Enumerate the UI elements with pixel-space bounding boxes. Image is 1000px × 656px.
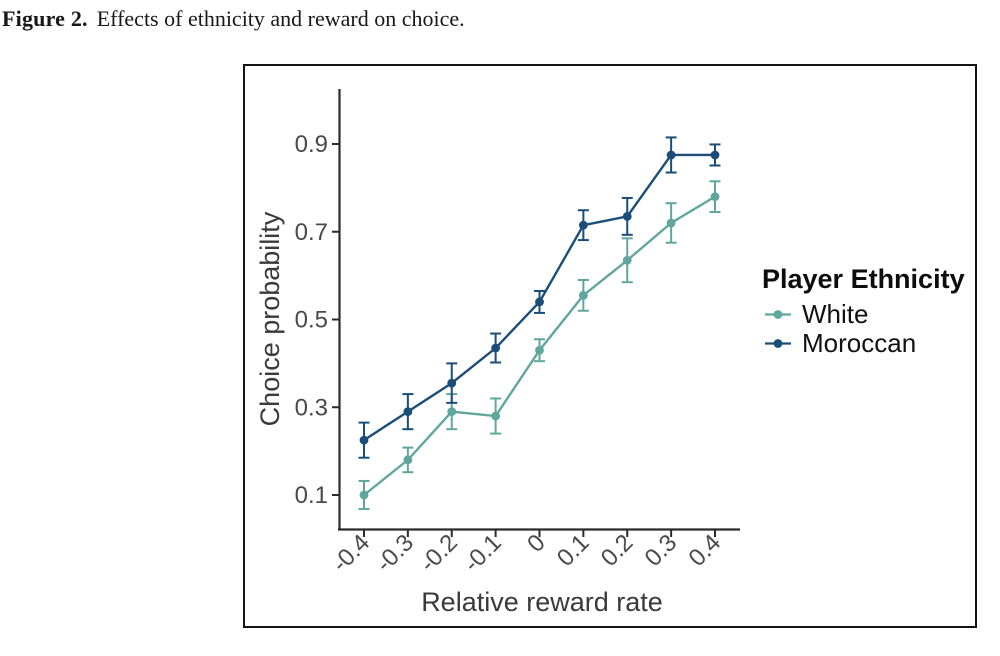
legend-markers <box>765 310 791 348</box>
legend-key-moroccan <box>773 339 783 348</box>
data-point <box>491 411 501 421</box>
data-point <box>447 407 457 417</box>
x-tick-label: -0.4 <box>327 529 375 577</box>
data-series <box>358 136 721 511</box>
figure-frame: Choice probability Relative reward rate … <box>243 64 977 628</box>
data-point <box>403 455 413 465</box>
figure-caption-text: Effects of ethnicity and reward on choic… <box>96 6 465 31</box>
legend-key-white <box>773 310 783 319</box>
data-point <box>359 490 369 500</box>
y-tick-label: 0.9 <box>295 131 328 158</box>
x-axis-title: Relative reward rate <box>421 587 663 617</box>
y-tick-label: 0.5 <box>295 307 328 334</box>
chart-panel: Choice probability Relative reward rate … <box>255 89 965 617</box>
figure-caption-label: Figure 2. <box>2 6 88 31</box>
legend-title: Player Ethnicity <box>762 264 965 294</box>
figure-caption: Figure 2. Effects of ethnicity and reward… <box>2 6 465 32</box>
data-point <box>447 378 457 388</box>
data-point <box>403 407 413 417</box>
y-tick-label: 0.1 <box>295 482 328 509</box>
x-tick-label: -0.2 <box>415 529 463 577</box>
data-point <box>578 220 588 230</box>
x-tick-label: 0 <box>522 529 551 558</box>
series-white <box>358 180 721 511</box>
x-tick-label: 0.3 <box>640 529 683 572</box>
legend-label-white: White <box>802 299 868 329</box>
y-tick-label: 0.3 <box>295 394 328 421</box>
x-tick-label: 0.1 <box>552 529 595 572</box>
y-axis-title: Choice probability <box>255 211 285 426</box>
axes: 0.10.30.50.70.9-0.4-0.3-0.2-0.1 0 0.1 0.2 0.… <box>295 89 740 577</box>
x-tick-label: -0.1 <box>459 529 507 577</box>
data-point <box>622 211 632 221</box>
data-point <box>578 290 588 300</box>
y-tick-label: 0.7 <box>295 219 328 246</box>
data-point <box>710 192 720 202</box>
legend-label-moroccan: Moroccan <box>802 328 916 358</box>
data-point <box>535 345 544 355</box>
x-tick-label: 0.4 <box>684 529 727 572</box>
data-point <box>491 343 501 353</box>
data-point <box>622 255 632 265</box>
data-point <box>666 150 676 160</box>
x-tick-label: 0.2 <box>596 529 639 572</box>
series-moroccan <box>358 136 721 459</box>
data-point <box>535 297 544 307</box>
data-point <box>710 150 720 160</box>
data-point <box>359 435 369 445</box>
data-point <box>666 218 676 228</box>
x-tick-label: -0.3 <box>371 529 419 577</box>
